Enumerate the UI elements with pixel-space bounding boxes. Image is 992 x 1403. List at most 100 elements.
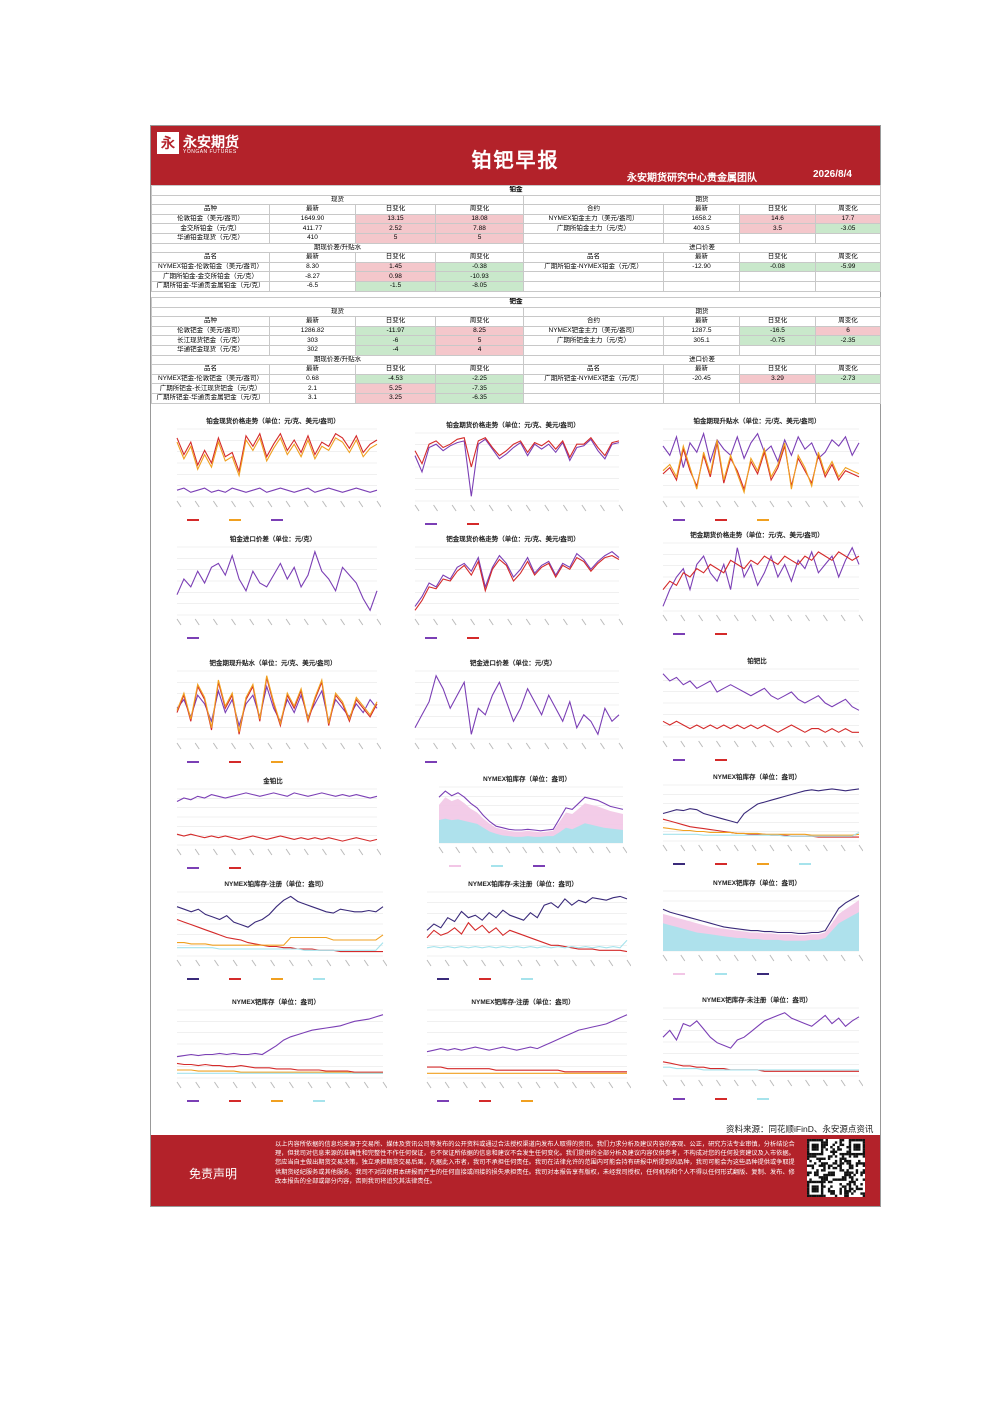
table-cell [523,280,664,292]
x-tick [769,740,775,748]
qr-module [862,1171,866,1174]
qr-module [820,1180,824,1184]
qr-module [807,1187,810,1191]
table-cell: -0.75 [739,335,816,346]
qr-module [830,1145,833,1149]
qr-module [813,1194,817,1198]
x-tick [426,959,432,967]
table-row: 伦敦铂金（美元/盎司） 1649.90 13.15 18.08 NYMEX铂金主力（美元… [151,213,881,225]
x-tick [481,1081,486,1089]
column-header: 周变化 [435,252,524,263]
table-cell [663,271,740,282]
qr-module [834,1155,838,1158]
x-tick [303,500,309,508]
legend-swatch [271,978,283,980]
report-date: 2026/8/4 [813,169,852,180]
x-tick [787,500,793,508]
qr-module [823,1180,826,1184]
data-source: 资料来源：同花顺iFinD、永安源点资讯 [726,1124,874,1134]
x-tick [194,848,200,856]
x-tick [303,618,309,626]
series-line [662,546,860,607]
x-tick [787,1079,793,1087]
qr-module [862,1162,866,1165]
qr-module [820,1190,824,1193]
table-cell: 403.5 [663,223,740,234]
series-line [176,918,383,953]
table-cell [523,383,664,394]
chart-title: NYMEX钯库存（单位：盎司） [231,999,321,1006]
table-cell [523,344,664,356]
qr-module [830,1150,833,1154]
qr-module [830,1164,833,1167]
table-cell: 1286.82 [269,325,356,337]
x-tick [698,740,704,748]
qr-module [823,1173,826,1177]
x-tick [525,504,531,512]
qr-module [848,1159,852,1163]
legend-swatch [449,865,461,867]
table-cell [523,392,664,404]
x-tick [176,618,182,626]
column-header: 品种 [151,316,270,327]
series-line [177,1069,383,1074]
qr-module [818,1194,822,1198]
qr-module [855,1155,859,1158]
qr-code[interactable] [807,1139,866,1198]
legend-swatch [229,519,241,521]
qr-module [839,1143,842,1147]
table-cell: -8.27 [269,271,356,282]
x-tick [662,954,668,962]
x-tick [517,1081,523,1089]
qr-module [809,1152,812,1156]
qr-module [839,1162,842,1165]
x-tick [822,740,828,748]
qr-module [844,1185,847,1188]
chart-svg [662,890,863,975]
x-tick [733,1079,739,1087]
chart-title: 钯金期现升贴水（单位：元/克、美元/盎司） [209,660,337,667]
qr-module [862,1148,866,1151]
qr-module [816,1187,819,1191]
x-tick [698,614,704,622]
column-header: 日变化 [355,316,436,327]
x-tick [769,954,775,962]
qr-module [816,1148,819,1151]
x-tick [733,500,739,508]
qr-module [851,1139,854,1142]
qr-module [832,1171,835,1174]
qr-module [807,1171,810,1174]
qr-module [820,1150,824,1154]
qr-module [807,1190,810,1193]
x-tick [590,1081,596,1089]
x-tick [270,959,276,967]
x-tick [249,742,255,750]
qr-module [820,1145,824,1149]
table-cell: 0.68 [269,373,356,385]
table-cell: -16.5 [739,325,816,337]
column-header: 日变化 [739,204,816,215]
x-tick [444,1081,450,1089]
x-tick [805,500,810,508]
qr-module [813,1173,817,1177]
series-line [177,942,384,951]
section-title: 钯金 [151,297,881,308]
qr-module [832,1173,835,1177]
qr-module [820,1178,824,1181]
qr-module [853,1139,856,1142]
table-cell [815,344,881,356]
table-cell [663,232,740,244]
chart-12: NYMEX铂库存（单位：盎司） [651,771,863,871]
table-cell: 8.25 [435,325,524,337]
column-header: 最新 [269,252,356,263]
header-row: 品名 最新 日变化 周变化 品名 最新 日变化 周变化 [151,364,881,375]
qr-module [853,1148,856,1151]
series-line [662,439,860,495]
legend-swatch [437,1100,449,1102]
x-tick [455,846,461,854]
qr-module [846,1183,849,1186]
x-tick [303,848,309,856]
x-tick [358,618,364,626]
x-tick [822,1079,828,1087]
legend-swatch [187,1100,199,1102]
